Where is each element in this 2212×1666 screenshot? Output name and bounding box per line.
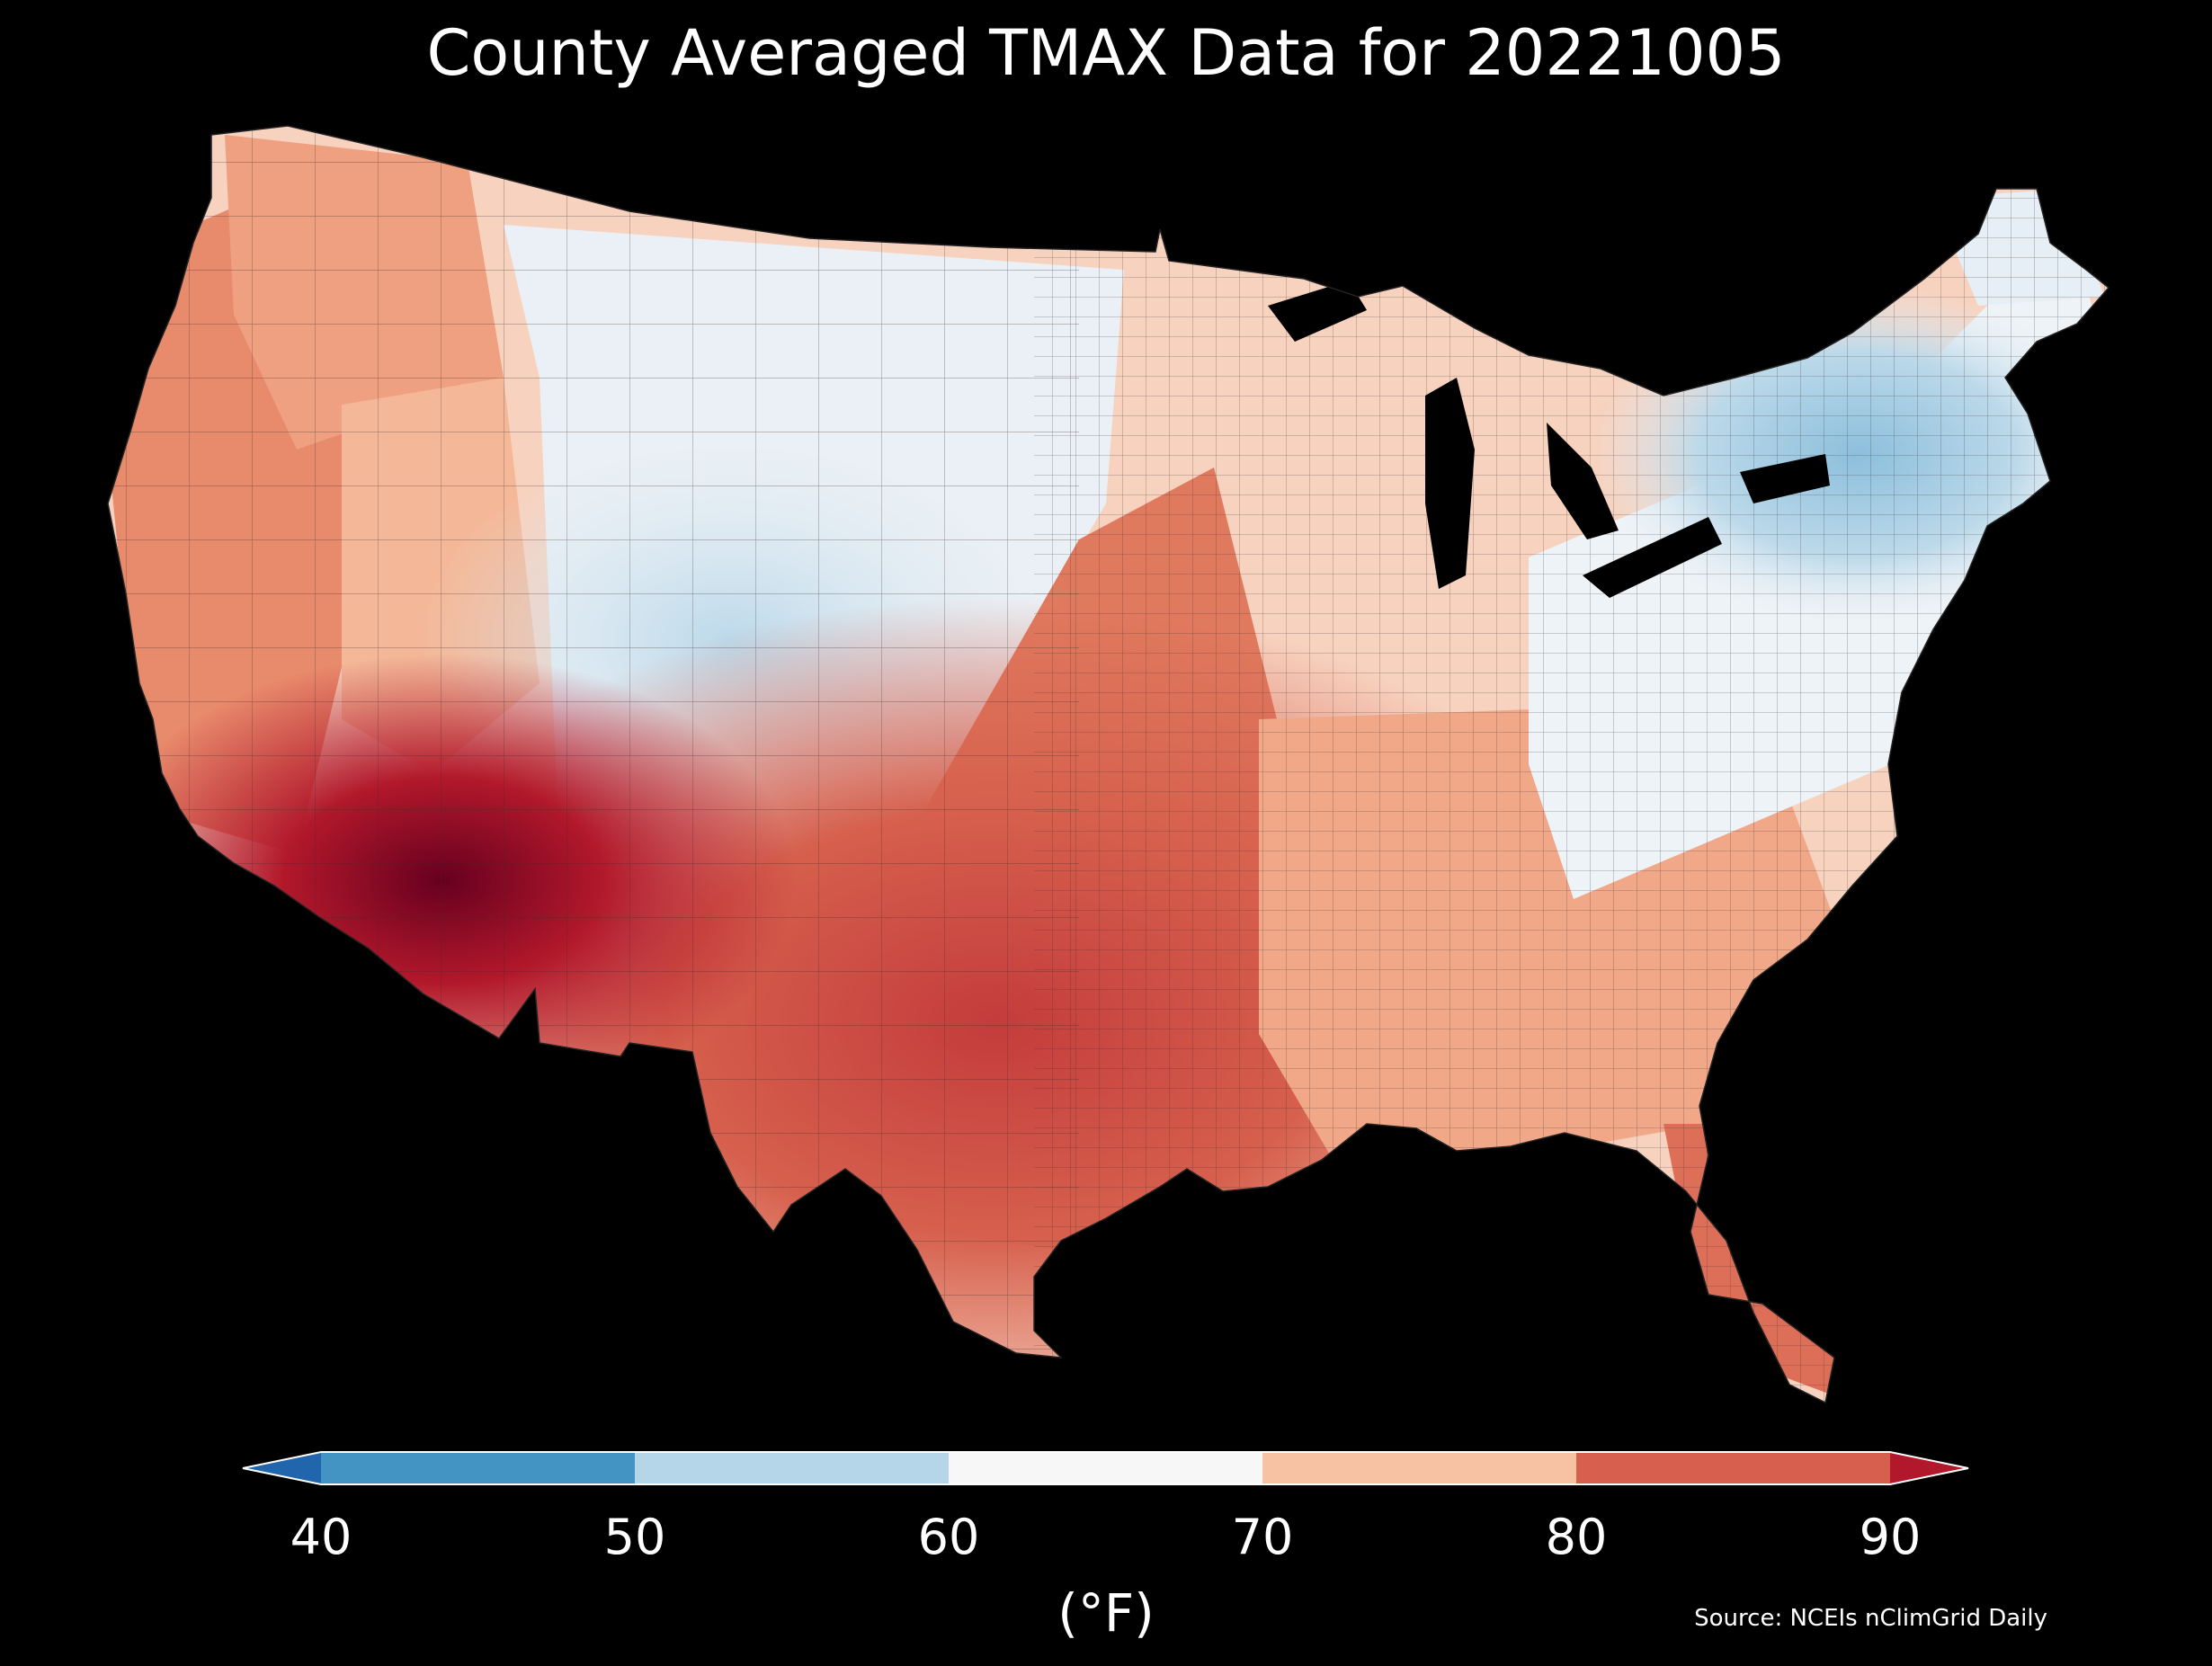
colorbar-extend-high bbox=[1890, 1452, 1968, 1484]
lake-huron bbox=[1547, 423, 1619, 539]
source-credit: Source: NCEIs nClimGrid Daily bbox=[1694, 1605, 2047, 1632]
conus-outline bbox=[107, 125, 2110, 1404]
colorbar-tick-60: 60 bbox=[917, 1509, 980, 1565]
lake-erie bbox=[1583, 517, 1722, 598]
lake-ontario bbox=[1740, 454, 1830, 503]
colorbar-bin-70-80 bbox=[1262, 1452, 1576, 1484]
colorbar-tick-70: 70 bbox=[1231, 1509, 1294, 1565]
colorbar-tick-80: 80 bbox=[1545, 1509, 1608, 1565]
colorbar-outline bbox=[242, 1451, 1969, 1485]
colorbar-extend-low bbox=[243, 1452, 321, 1484]
us-county-map bbox=[107, 125, 2110, 1404]
colorbar-tick-40: 40 bbox=[290, 1509, 352, 1565]
colorbar-bin-40-50 bbox=[321, 1452, 635, 1484]
colorbar bbox=[242, 1451, 1969, 1485]
lake-michigan bbox=[1425, 378, 1475, 589]
map-title: County Averaged TMAX Data for 20221005 bbox=[426, 16, 1786, 90]
colorbar-tick-90: 90 bbox=[1859, 1509, 1922, 1565]
choropleth-fill bbox=[108, 126, 2109, 1403]
colorbar-unit-label: (°F) bbox=[1057, 1582, 1155, 1644]
colorbar-bin-80-90 bbox=[1576, 1452, 1890, 1484]
colorbar-tick-50: 50 bbox=[603, 1509, 666, 1565]
colorbar-bin-60-70 bbox=[949, 1452, 1262, 1484]
lake-superior bbox=[1268, 281, 1367, 342]
colorbar-bin-50-60 bbox=[635, 1452, 949, 1484]
